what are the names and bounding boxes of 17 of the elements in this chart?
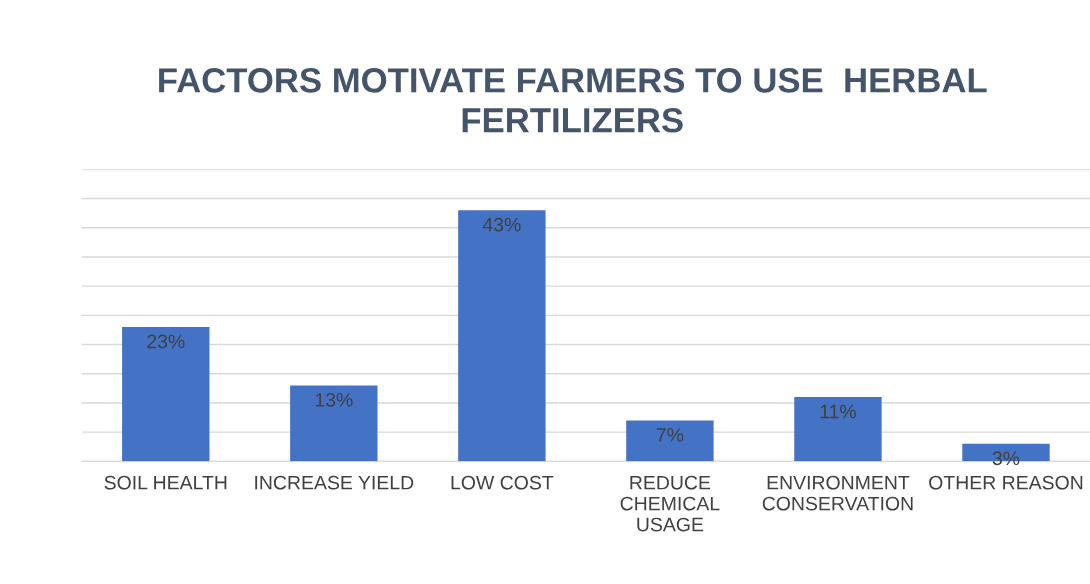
x-tick-label: ENVIRONMENT CONSERVATION (762, 475, 913, 511)
x-tick-label: OTHER REASON (929, 475, 1083, 490)
x-tick-label: LOW COST (451, 475, 554, 490)
bar (626, 420, 714, 462)
data-label: 7% (656, 428, 684, 442)
bar (794, 397, 882, 462)
data-label: 11% (820, 404, 856, 419)
chart-title: FACTORS MOTIVATE FARMERS TO USE HERBAL FERTILIZERS (159, 68, 987, 133)
bar (458, 210, 546, 462)
data-label: 23% (147, 334, 185, 349)
x-tick-label: INCREASE YIELD (255, 475, 414, 490)
data-label: 13% (315, 392, 353, 407)
data-label: 43% (482, 217, 521, 232)
bar (122, 327, 210, 462)
x-tick-label: SOIL HEALTH (104, 475, 227, 490)
x-tick-label: REDUCE CHEMICAL USAGE (620, 475, 720, 532)
bar (290, 385, 378, 462)
